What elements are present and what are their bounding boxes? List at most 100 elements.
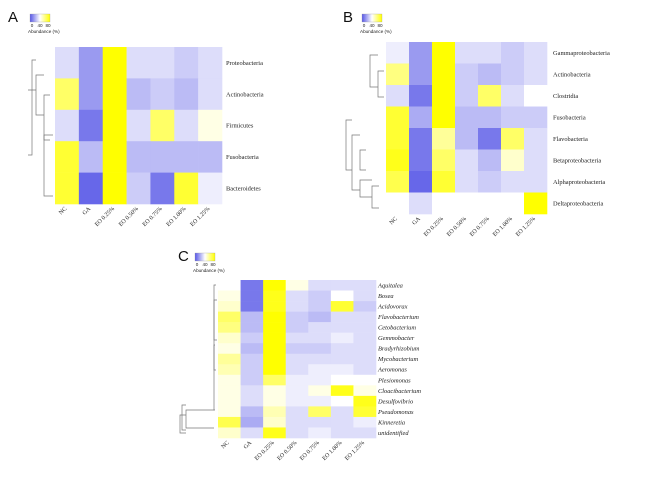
heatmap-cell bbox=[386, 63, 410, 86]
legend-tick: 40 bbox=[37, 23, 43, 28]
heatmap-cell bbox=[218, 374, 241, 386]
heatmap-cell bbox=[198, 141, 223, 173]
heatmap-cell bbox=[285, 301, 309, 312]
legend-tick: 80 bbox=[45, 23, 51, 28]
heatmap-cell bbox=[432, 42, 456, 64]
heatmap-cell bbox=[524, 192, 548, 215]
heatmap-cell bbox=[330, 416, 354, 428]
heatmap-cell bbox=[263, 343, 287, 355]
heatmap-cell bbox=[240, 311, 264, 323]
row-label: Betaproteobacteria bbox=[553, 157, 601, 164]
heatmap-cell bbox=[330, 353, 354, 365]
heatmap-cell bbox=[240, 374, 264, 386]
column-label: EO 0.75% bbox=[142, 206, 164, 228]
legend-tick: 40 bbox=[369, 23, 375, 28]
heatmap-cell bbox=[501, 85, 525, 107]
heatmap-cell bbox=[218, 290, 241, 302]
heatmap-cell bbox=[353, 322, 377, 333]
heatmap-cell bbox=[285, 280, 309, 291]
legend-tick: 80 bbox=[377, 23, 383, 28]
heatmap-cell bbox=[353, 311, 377, 323]
column-label: EO 0.75% bbox=[299, 440, 321, 462]
heatmap-cell bbox=[524, 42, 548, 64]
heatmap-cell bbox=[386, 42, 410, 64]
dendrogram-branch bbox=[369, 54, 378, 88]
heatmap-cell bbox=[455, 171, 479, 193]
heatmap-cell bbox=[330, 364, 354, 376]
column-label: EO 0.50% bbox=[118, 206, 140, 228]
dendrogram-branch bbox=[185, 409, 214, 429]
heatmap-cell bbox=[78, 172, 104, 205]
heatmap-cell bbox=[263, 427, 287, 439]
heatmap-cell bbox=[240, 332, 264, 344]
row-label: Plesiomonas bbox=[377, 377, 411, 384]
legend-colorbar bbox=[29, 13, 51, 23]
heatmap-cell bbox=[409, 42, 433, 64]
heatmap-cell bbox=[501, 106, 525, 129]
heatmap-cell bbox=[455, 192, 479, 215]
heatmap-cell bbox=[432, 128, 456, 150]
dendrogram-branch bbox=[213, 344, 215, 411]
heatmap-cell bbox=[308, 343, 332, 355]
row-label: Desulfovibrio bbox=[377, 398, 413, 405]
heatmap-cell bbox=[330, 332, 354, 344]
dendrogram-branch bbox=[371, 185, 379, 209]
heatmap-cell bbox=[432, 106, 456, 129]
heatmap-cell bbox=[218, 301, 241, 312]
heatmap-cell bbox=[218, 280, 241, 291]
column-label: EO 1.25% bbox=[190, 206, 212, 228]
heatmap-cell bbox=[174, 47, 199, 79]
heatmap-cell bbox=[386, 192, 410, 215]
heatmap-cell bbox=[126, 78, 151, 111]
heatmap-cell bbox=[308, 353, 332, 365]
heatmap-cell bbox=[308, 364, 332, 376]
legend-tick: 0 bbox=[31, 23, 34, 28]
column-label: NC bbox=[389, 216, 399, 226]
heatmap-cell bbox=[285, 427, 309, 439]
heatmap-cell bbox=[501, 192, 525, 215]
heatmap-cell bbox=[198, 78, 223, 111]
heatmap-cell bbox=[308, 427, 332, 439]
row-label: Gammaproteobacteria bbox=[553, 50, 610, 57]
heatmap-cell bbox=[102, 78, 127, 111]
heatmap-cell bbox=[218, 322, 241, 333]
heatmap-cell bbox=[330, 322, 354, 333]
heatmap-cell bbox=[150, 141, 175, 173]
heatmap-cell bbox=[240, 343, 264, 355]
heatmap-cell bbox=[150, 172, 175, 205]
heatmap-cell bbox=[478, 149, 502, 172]
heatmap-cell bbox=[285, 374, 309, 386]
heatmap-cell bbox=[78, 109, 104, 142]
heatmap-cell bbox=[353, 343, 377, 355]
heatmap-cell bbox=[78, 78, 104, 111]
heatmap-cell bbox=[353, 301, 377, 312]
heatmap-cell bbox=[126, 109, 151, 142]
heatmap-cell bbox=[102, 109, 127, 142]
heatmap-cell bbox=[501, 171, 525, 193]
heatmap-cell bbox=[240, 385, 264, 397]
heatmap-cell bbox=[308, 385, 332, 397]
heatmap-cell bbox=[409, 171, 433, 193]
heatmap-cell bbox=[353, 364, 377, 376]
heatmap-cell bbox=[386, 85, 410, 107]
heatmap-cell bbox=[198, 47, 223, 79]
heatmap-cell bbox=[263, 406, 287, 418]
column-label: GA bbox=[82, 206, 93, 217]
heatmap-cell bbox=[240, 290, 264, 302]
dendrogram-branch bbox=[181, 404, 186, 431]
heatmap-cell bbox=[353, 385, 377, 397]
heatmap-cell bbox=[198, 109, 223, 142]
heatmap-cell bbox=[240, 395, 264, 407]
heatmap-cell bbox=[150, 47, 175, 79]
heatmap-cell bbox=[353, 280, 377, 291]
heatmap-cell bbox=[330, 311, 354, 323]
heatmap-cell bbox=[330, 280, 354, 291]
legend-colorbar bbox=[194, 252, 216, 262]
column-label: EO 0.75% bbox=[469, 216, 491, 238]
heatmap-cell bbox=[478, 171, 502, 193]
heatmap-cell bbox=[308, 395, 332, 407]
heatmap-cell bbox=[386, 149, 410, 172]
dendrogram-branch bbox=[345, 119, 352, 171]
heatmap-cell bbox=[78, 141, 104, 173]
